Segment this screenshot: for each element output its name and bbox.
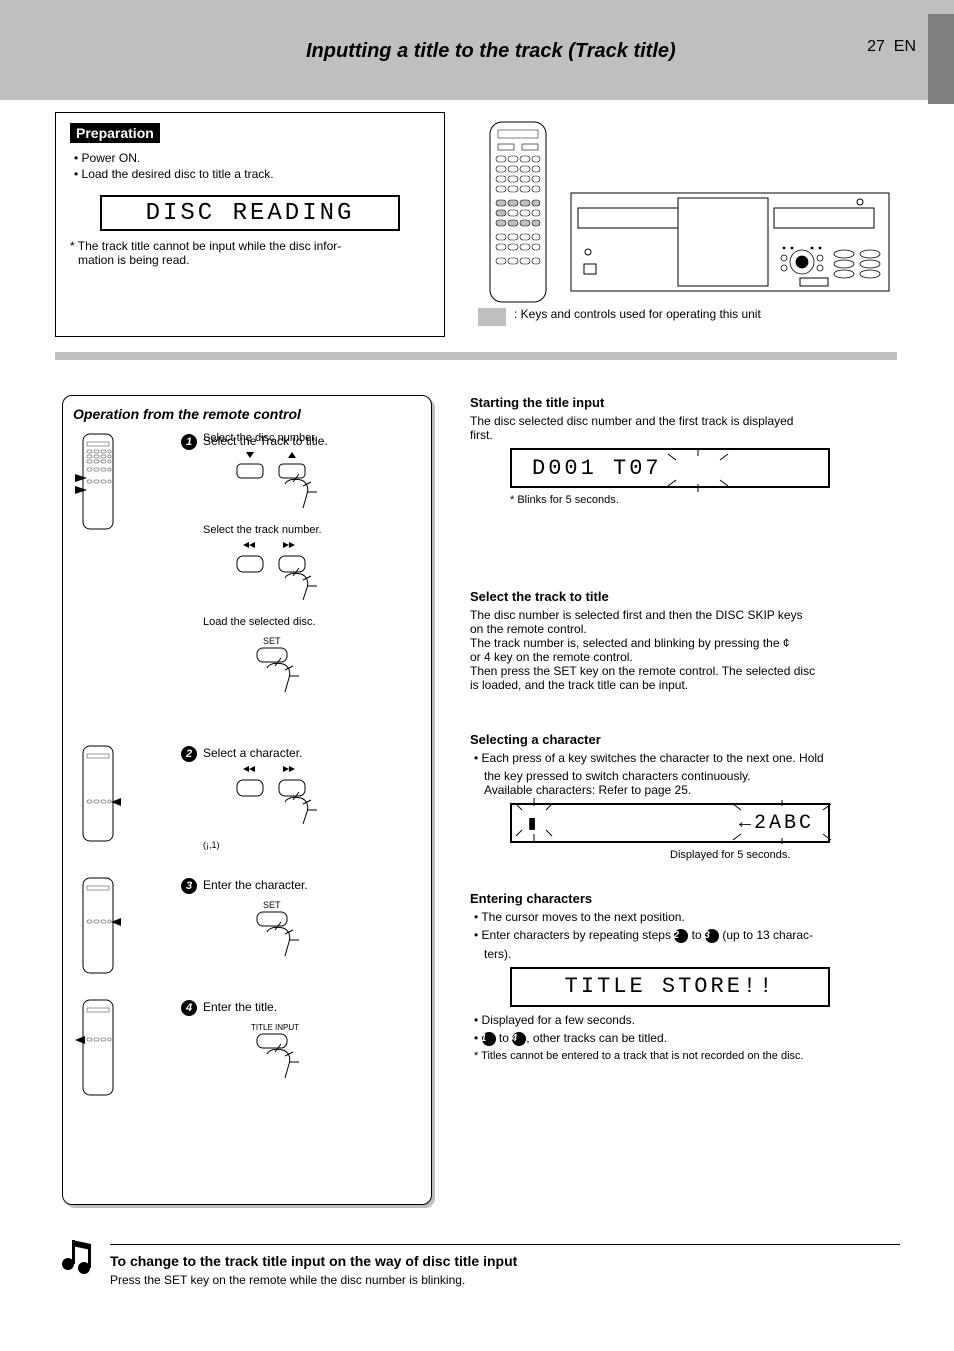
block-select-track: Select the track to title The disc numbe… [470,589,898,692]
page-lang: EN [894,38,916,55]
prep-note-2: mation is being read. [78,253,430,267]
h1-note1: The disc selected disc number and the fi… [470,414,898,428]
prep-bullet-2: • Load the desired disc to title a track… [86,167,430,181]
lcd-title-store-text: TITLE STORE!! [565,974,776,999]
blink-rays-2 [512,798,556,842]
substep-1a: Select the disc number. [73,432,421,518]
substep-1c: Load the selected disc. SET [73,616,421,702]
lcd-2abc: ▮ ←2ABC [510,803,830,843]
h2-p4: or 4 key on the remote control. [470,650,898,664]
op-panel-title: Operation from the remote control [73,406,421,422]
h4-foot-b1: • Displayed for a few seconds. [484,1013,898,1027]
lcd-disc-reading-text: DISC READING [146,200,355,227]
h-selecting-char: Selecting a character [470,732,898,747]
footer-title: To change to the track title input on th… [110,1253,900,1269]
lcd-disc-reading: DISC READING [100,195,400,231]
music-note-icon [58,1234,98,1274]
step-num-2: 2 [181,746,197,762]
prep-note-1: * The track title cannot be input while … [70,239,430,253]
step-2-text: Select a character. [203,746,423,760]
preparation-box: Preparation • Power ON. • Load the desir… [55,112,445,337]
page-side-tab [928,14,954,104]
h4-b3: ters). [484,947,898,961]
search-keys-icon [223,766,343,826]
title-input-key-icon: TITLE INPUT [223,1020,343,1080]
h3-small: Displayed for 5 seconds. [670,849,898,861]
h1-note2: first. [470,428,898,442]
h2-p5: Then press the SET key on the remote con… [470,664,898,678]
h3-b3: Available characters: Refer to page 25. [484,783,898,797]
track-skip-keys-icon [223,542,343,602]
step-4: 4 Enter the title. TITLE INPUT [73,998,421,1098]
step-3: 3 Enter the character. SET [73,876,421,986]
remote-mini-2 [73,744,123,844]
substep-1b: Select the track number. [73,524,421,610]
page-number: 27 EN [867,38,916,56]
h2-p6: is loaded, and the track title can be in… [470,678,898,692]
prep-bullet-1: • Power ON. [86,151,430,165]
step-3-text: Enter the character. [203,878,423,892]
inline-num-1b: 1 [482,1032,496,1046]
operation-panel: Operation from the remote control 1 Sele… [62,395,432,1205]
block-starting: Starting the title input The disc select… [470,395,898,575]
h2-p1: The disc number is selected first and th… [470,608,898,622]
remote-mini-3 [73,876,123,976]
lcd-d001-text: D001 T07 [532,456,662,481]
h2-p2: on the remote control. [470,622,898,636]
step-2-note: (¡,1) [203,840,220,850]
inline-num-3: 3 [705,929,719,943]
step-4-text: Enter the title. [203,1000,423,1014]
substep-1a-label: Select the disc number. [203,432,423,444]
blink-rays-1 [658,448,738,492]
step-2: 2 Select a character. (¡,1) [73,744,421,864]
h1-bullet: * Blinks for 5 seconds. [510,494,898,506]
blink-rays-3 [727,800,837,844]
disc-skip-keys-icon [223,450,343,510]
gray-divider [55,352,897,360]
block-selecting-char: Selecting a character • Each press of a … [470,732,898,861]
h-select-track: Select the track to title [470,589,898,604]
block-entering: Entering characters • The cursor moves t… [470,891,898,1062]
step-num-4: 4 [181,1000,197,1016]
h-starting: Starting the title input [470,395,898,410]
h4-b2: • Enter characters by repeating steps 2 … [484,928,898,943]
footer-body: Press the SET key on the remote while th… [110,1273,900,1287]
right-column: Starting the title input The disc select… [470,395,898,1076]
h4-b2-pre: • Enter characters by repeating steps [474,928,674,942]
substep-1b-label: Select the track number. [203,524,423,536]
svg-text:TITLE INPUT: TITLE INPUT [251,1023,299,1032]
h4-b2-mid: to [688,928,705,942]
preparation-title: Preparation [70,123,160,143]
remote-control-illustration [482,120,554,305]
h4-b2-post: (up to 13 charac- [719,928,813,942]
step-num-3: 3 [181,878,197,894]
main-unit-illustration [570,192,890,292]
set-key-icon-1: SET [223,634,343,694]
step-1: 1 Select the Track to title. Select the … [73,432,421,732]
h4-foot-b2: • 1 to 4, other tracks can be titled. [484,1031,898,1046]
h4-b1: • The cursor moves to the next position. [484,910,898,924]
inline-num-2: 2 [674,929,688,943]
footer: To change to the track title input on th… [110,1244,900,1287]
h4-foot-b2-post: , other tracks can be titled. [526,1031,667,1045]
section-title: Inputting a title to the track (Track ti… [306,40,676,63]
set-key-icon-2: SET [223,898,343,958]
substep-1c-label: Load the selected disc. [203,616,423,628]
inline-num-4b: 4 [512,1032,526,1046]
legend-gray-icon [478,308,506,326]
lcd-title-store: TITLE STORE!! [510,967,830,1007]
lcd-d001: D001 T07 [510,448,830,488]
h-entering: Entering characters [470,891,898,906]
svg-text:SET: SET [263,636,281,646]
h4-foot-b2-mid1: to [496,1031,513,1045]
h3-b1: • Each press of a key switches the chara… [484,751,898,765]
remote-mini-4 [73,998,123,1098]
h2-p3: The track number is, selected and blinki… [470,636,898,650]
page-number-value: 27 [867,38,885,55]
legend-gray-text: : Keys and controls used for operating t… [514,307,761,321]
h4-foot-note: * Titles cannot be entered to a track th… [474,1050,898,1062]
svg-text:SET: SET [263,900,281,910]
h3-b2: the key pressed to switch characters con… [484,769,898,783]
